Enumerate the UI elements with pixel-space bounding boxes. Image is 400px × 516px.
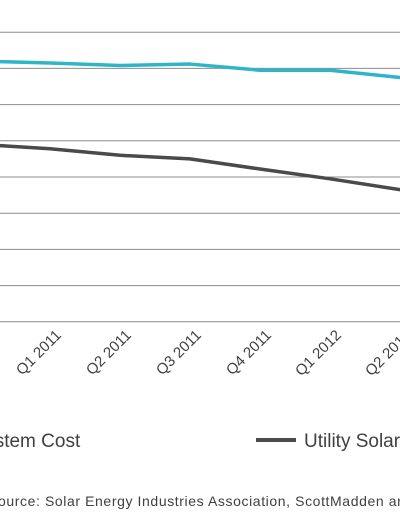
series-line-utility [0, 143, 400, 192]
x-tick-label: Q2 2012 [362, 327, 400, 380]
source-caption-text: Source: Solar Energy Industries Associat… [0, 493, 400, 509]
x-tick-label: Q2 2011 [83, 327, 135, 379]
legend-label-residential: Residential Solar PV System Cost [0, 431, 81, 452]
x-tick-label: Q1 2012 [292, 327, 345, 380]
source-caption: Source: Solar Energy Industries Associat… [0, 493, 400, 509]
legend-label-utility: Utility Solar PV System Cost [304, 431, 400, 452]
x-tick-label: Q4 2011 [223, 327, 275, 379]
series-line-residential [0, 59, 400, 80]
x-tick-label: Q3 2011 [153, 327, 205, 379]
x-tick-label: Q1 2011 [13, 327, 65, 379]
gridlines [0, 31, 400, 323]
series-lines [0, 59, 400, 192]
legend: Residential Solar PV System Cost Utility… [0, 431, 400, 452]
